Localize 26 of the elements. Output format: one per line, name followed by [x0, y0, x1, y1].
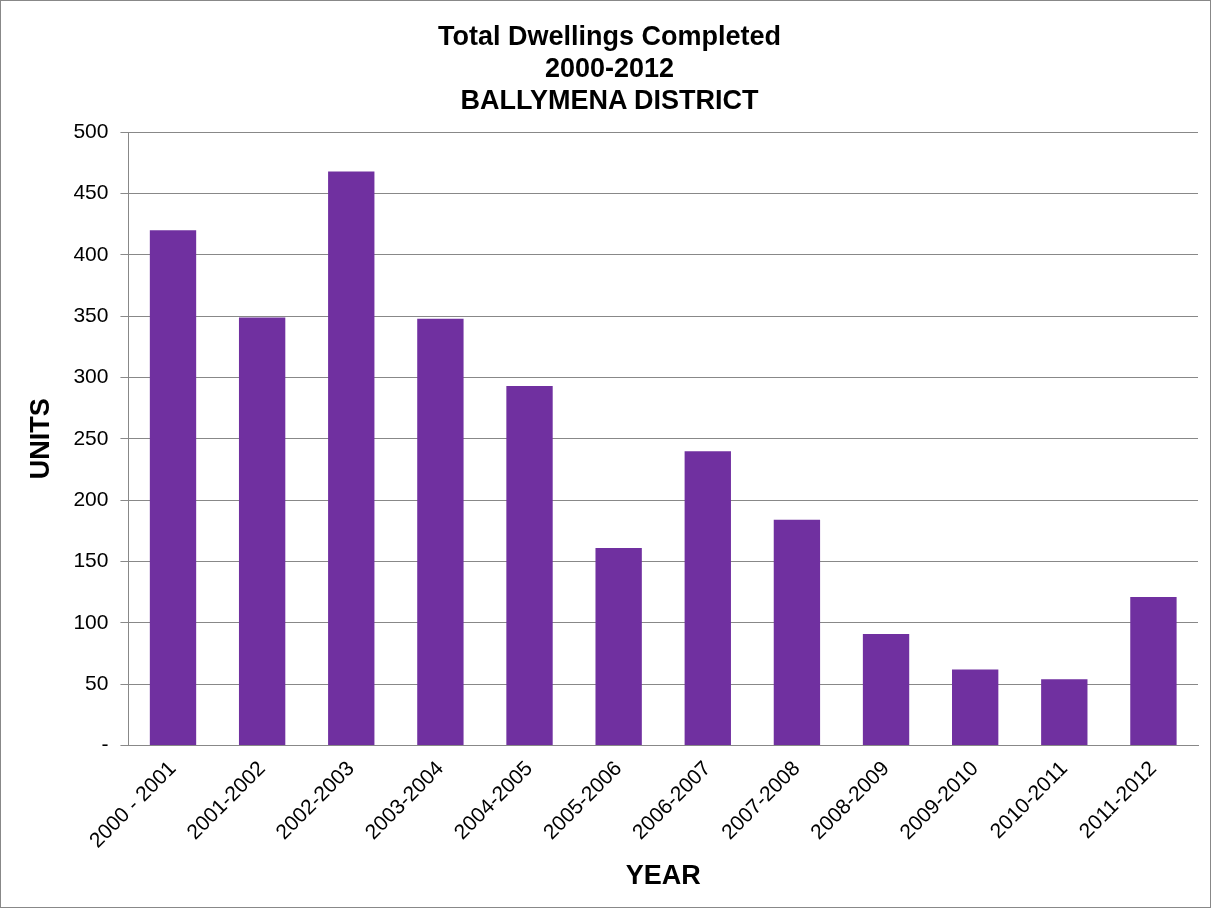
y-axis-title: UNITS [24, 398, 55, 480]
y-tick-label: - [101, 732, 109, 756]
y-tick-label: 200 [73, 486, 109, 510]
bar [595, 548, 642, 746]
bar [773, 519, 821, 746]
y-tick-label: 300 [73, 364, 109, 388]
bar [149, 230, 197, 746]
bar [684, 451, 731, 746]
y-tick-label: 50 [85, 670, 109, 694]
bar [417, 318, 464, 746]
bar [328, 171, 375, 746]
bar [862, 633, 910, 746]
bar [506, 386, 553, 746]
y-tick-label: 400 [73, 241, 109, 265]
chart-title: Total Dwellings Completed 2000-2012 BALLYMENA DISTRICT [437, 20, 782, 116]
bar [238, 317, 286, 746]
bar [952, 669, 999, 746]
y-tick-label: 150 [73, 548, 109, 572]
x-axis-title: YEAR [625, 860, 701, 891]
y-tick-label: 500 [73, 119, 109, 142]
bar [1130, 597, 1177, 746]
y-tick-label: 350 [73, 302, 109, 326]
y-tick-label: 450 [73, 180, 109, 204]
y-tick-label: 100 [73, 609, 109, 633]
y-tick-label: 250 [73, 425, 109, 449]
bar [1041, 679, 1088, 746]
